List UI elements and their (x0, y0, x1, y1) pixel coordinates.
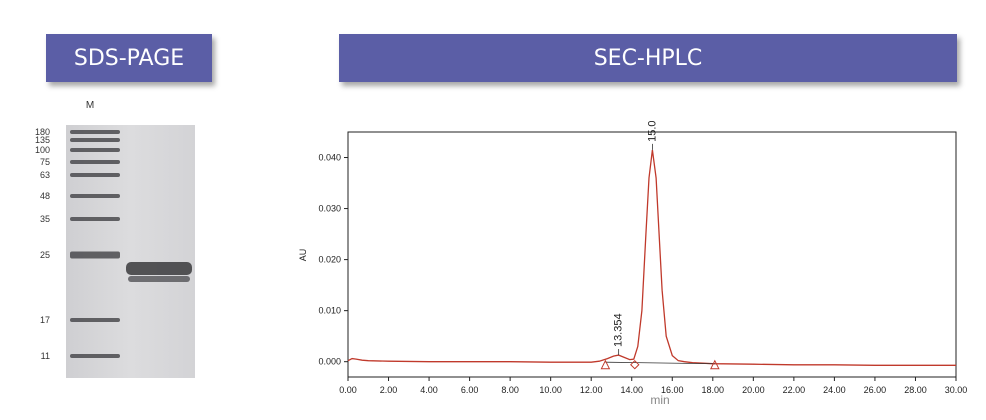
chart-axes (347, 131, 957, 378)
chart-series (347, 149, 956, 366)
marker-size-label: 100 (35, 145, 50, 155)
x-tick-label: 14.00 (620, 385, 643, 395)
marker-band (70, 130, 120, 134)
y-tick-label: 0.040 (318, 153, 341, 163)
y-tick-label: 0.000 (318, 357, 341, 367)
baseline-triangle-marker (600, 359, 611, 370)
x-tick-label: 30.00 (945, 385, 968, 395)
marker-band (70, 251, 120, 259)
x-tick-label: 28.00 (904, 385, 927, 395)
x-tick-label: 24.00 (823, 385, 846, 395)
sec-hplc-title: SEC-HPLC (339, 34, 957, 82)
marker-size-label: 35 (40, 214, 50, 224)
sds-page-title: SDS-PAGE (46, 34, 212, 82)
x-tick-label: 10.00 (539, 385, 562, 395)
marker-size-label: 63 (40, 170, 50, 180)
x-tick-label: 16.00 (661, 385, 684, 395)
x-tick-label: 2.00 (380, 385, 398, 395)
marker-size-label: 135 (35, 135, 50, 145)
marker-size-label: 17 (40, 315, 50, 325)
marker-band (70, 160, 120, 164)
chromatogram-trace (347, 149, 956, 366)
marker-band (70, 173, 120, 177)
marker-size-label: 11 (41, 351, 50, 361)
marker-size-label: 180 (35, 127, 50, 137)
y-tick-label: 0.010 (318, 306, 341, 316)
marker-band (70, 318, 120, 322)
baseline-diamond-marker (630, 360, 640, 370)
marker-band (70, 148, 120, 152)
peak-retention-label: 13.354 (613, 313, 625, 347)
marker-lane-label: M (86, 100, 94, 111)
marker-band (70, 194, 120, 198)
peak-retention-label: 15.021 (646, 120, 658, 142)
x-axis-label: min (650, 393, 669, 407)
x-tick-label: 8.00 (501, 385, 519, 395)
plot-frame (347, 131, 957, 378)
x-tick-label: 20.00 (742, 385, 765, 395)
y-tick-label: 0.020 (318, 255, 341, 265)
marker-band (70, 354, 120, 358)
sample-lane (126, 262, 192, 282)
marker-band (70, 217, 120, 221)
marker-size-label: 25 (40, 250, 50, 260)
x-tick-label: 26.00 (864, 385, 887, 395)
x-tick-label: 22.00 (783, 385, 806, 395)
chart-peak-annotations: 13.354 15.021 (613, 120, 658, 356)
integration-baseline (605, 361, 715, 365)
sec-hplc-chromatogram: 0.00 2.00 4.00 6.00 8.00 10.00 12.00 14.00 16.00… (298, 120, 967, 407)
x-tick-label: 6.00 (461, 385, 479, 395)
sample-band-upper (126, 262, 192, 275)
baseline-triangle-marker (710, 359, 720, 370)
sample-band-lower (128, 276, 190, 282)
marker-size-label: 48 (40, 191, 50, 201)
x-tick-label: 4.00 (420, 385, 438, 395)
x-tick-label: 12.00 (580, 385, 603, 395)
chart-ticks: 0.00 2.00 4.00 6.00 8.00 10.00 12.00 14.00 16.00… (318, 153, 967, 395)
chart-baseline-markers (600, 359, 720, 370)
marker-size-label: 75 (40, 157, 50, 167)
x-tick-label: 0.00 (339, 385, 357, 395)
marker-band (70, 138, 120, 142)
marker-lane (70, 130, 120, 358)
y-axis-label: AU (298, 249, 308, 262)
x-tick-label: 18.00 (702, 385, 725, 395)
y-tick-label: 0.030 (318, 204, 341, 214)
